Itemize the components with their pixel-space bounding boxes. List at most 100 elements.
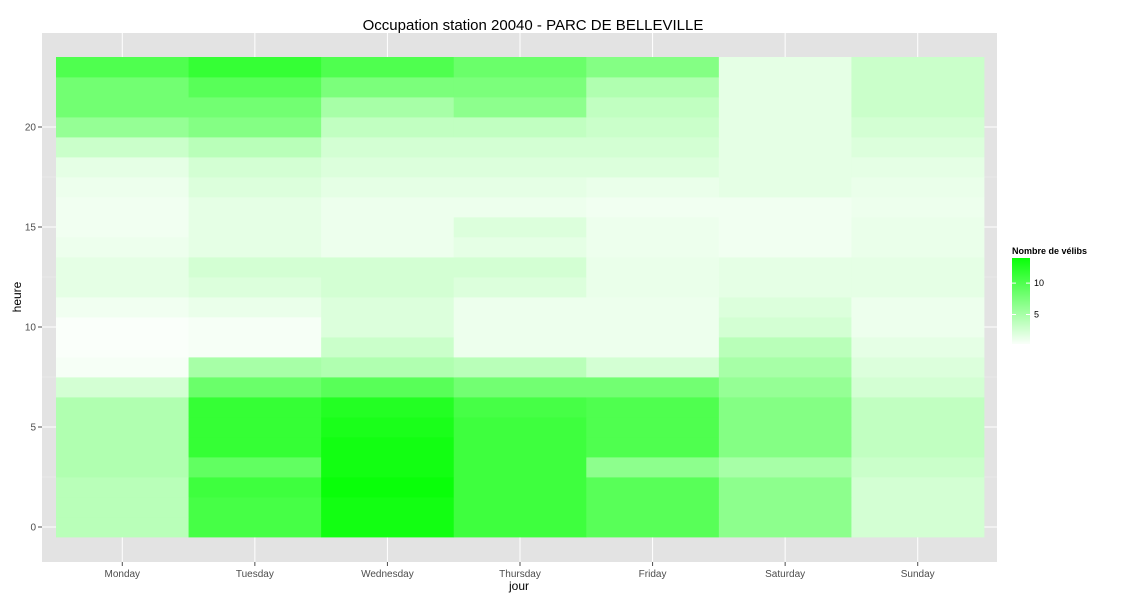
heatmap-tile (851, 357, 985, 378)
heatmap-tile (56, 177, 189, 198)
heatmap-tile (188, 417, 322, 438)
heatmap-tile (453, 417, 587, 438)
heatmap-tile (586, 477, 720, 498)
heatmap-tile (586, 357, 720, 378)
heatmap-tile (453, 437, 587, 458)
color-legend: Nombre de vélibs 5 10 (1012, 246, 1087, 344)
heatmap-tile (321, 297, 455, 318)
heatmap-tile (718, 237, 852, 258)
heatmap-tile (586, 137, 720, 158)
heatmap-tile (321, 357, 455, 378)
heatmap-tile (188, 317, 322, 338)
heatmap-tile (56, 337, 189, 358)
heatmap-tile (188, 277, 322, 298)
heatmap-tile (321, 437, 455, 458)
heatmap-tile (453, 97, 587, 118)
heatmap-tile (188, 217, 322, 238)
heatmap-tile (586, 257, 720, 278)
heatmap-tile (188, 477, 322, 498)
heatmap-tile (453, 77, 587, 98)
heatmap-tile (586, 117, 720, 138)
heatmap-tile (188, 257, 322, 278)
heatmap-tile (188, 237, 322, 258)
heatmap-tile (718, 157, 852, 178)
heatmap-tile (453, 197, 587, 218)
heatmap-tile (188, 157, 322, 178)
heatmap-tile (453, 277, 587, 298)
heatmap-tile (586, 197, 720, 218)
heatmap-tile (453, 357, 587, 378)
heatmap-tile (718, 297, 852, 318)
heatmap-tile (851, 457, 985, 478)
heatmap-tile (851, 337, 985, 358)
heatmap-tile (586, 437, 720, 458)
heatmap-tile (56, 517, 189, 538)
heatmap-tile (321, 77, 455, 98)
heatmap-tile (586, 297, 720, 318)
x-axis-title: jour (508, 579, 529, 593)
heatmap-tile (851, 177, 985, 198)
heatmap-tile (321, 457, 455, 478)
heatmap-tile (586, 157, 720, 178)
heatmap-tile (851, 417, 985, 438)
heatmap-tile (56, 237, 189, 258)
heatmap-tile (56, 497, 189, 518)
heatmap-tile (188, 497, 322, 518)
heatmap-tile (56, 157, 189, 178)
heatmap-tile (56, 257, 189, 278)
heatmap-tile (56, 297, 189, 318)
heatmap-tile (188, 517, 322, 538)
heatmap-tile (56, 77, 189, 98)
x-axis: Monday Tuesday Wednesday Thursday Friday Satu… (104, 562, 935, 580)
heatmap-tile (56, 217, 189, 238)
heatmap-tile (453, 517, 587, 538)
heatmap-tile (453, 457, 587, 478)
heatmap-tile (718, 397, 852, 418)
heatmap-tile (56, 357, 189, 378)
heatmap-tile (321, 477, 455, 498)
x-tick-label: Saturday (765, 569, 805, 580)
heatmap-tile (851, 77, 985, 98)
heatmap-tile (321, 177, 455, 198)
heatmap-tile (718, 197, 852, 218)
heatmap-tile (586, 517, 720, 538)
heatmap-tile (851, 197, 985, 218)
heatmap-tile (321, 137, 455, 158)
heatmap-tile (586, 217, 720, 238)
heatmap-tile (453, 477, 587, 498)
heatmap-tile (851, 157, 985, 178)
heatmap-tile (56, 477, 189, 498)
heatmap-tile (321, 497, 455, 518)
x-tick-label: Friday (639, 569, 667, 580)
heatmap-tile (718, 377, 852, 398)
legend-title: Nombre de vélibs (1012, 246, 1087, 256)
heatmap-tile (453, 397, 587, 418)
heatmap-tile (851, 257, 985, 278)
heatmap-tile (188, 97, 322, 118)
heatmap-tile (453, 217, 587, 238)
heatmap-tile (188, 397, 322, 418)
heatmap-tile (851, 277, 985, 298)
heatmap-tile (586, 277, 720, 298)
heatmap-tile (586, 337, 720, 358)
heatmap-tile (851, 517, 985, 538)
heatmap-tile (188, 177, 322, 198)
heatmap-tile (851, 237, 985, 258)
heatmap-tile (851, 217, 985, 238)
heatmap-tile (851, 437, 985, 458)
heatmap-tile (851, 97, 985, 118)
heatmap-tile (586, 377, 720, 398)
heatmap-tile (56, 197, 189, 218)
heatmap-tile (453, 377, 587, 398)
heatmap-tile (321, 257, 455, 278)
y-tick-label: 10 (25, 323, 37, 334)
heatmap-tile (718, 277, 852, 298)
heatmap-tile (321, 417, 455, 438)
legend-ticks: 5 10 (1012, 278, 1044, 319)
heatmap-tile (453, 57, 587, 78)
heatmap-tile (321, 377, 455, 398)
y-tick-label: 20 (25, 123, 37, 134)
heatmap-tile (56, 397, 189, 418)
heatmap-tile (321, 237, 455, 258)
heatmap-tile (453, 237, 587, 258)
